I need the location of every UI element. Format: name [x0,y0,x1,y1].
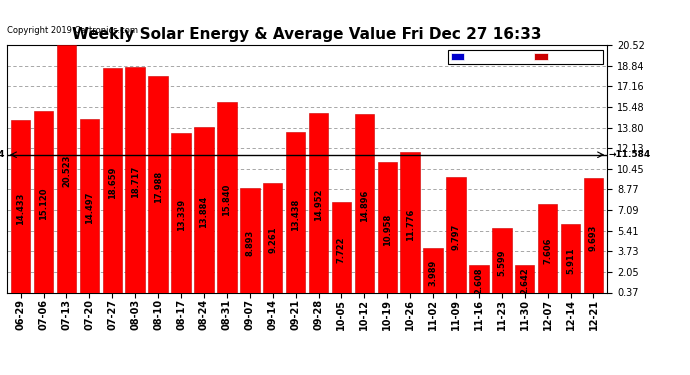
Text: 14.497: 14.497 [85,192,94,224]
Bar [171,133,190,297]
Text: 18.717: 18.717 [130,166,139,198]
Text: 7.606: 7.606 [543,237,552,264]
Text: 14.896: 14.896 [359,189,369,222]
Text: 9.261: 9.261 [268,227,277,254]
Text: 9.693: 9.693 [589,224,598,251]
Text: →11.584: →11.584 [609,150,651,159]
Bar [469,265,489,297]
Bar [34,111,53,297]
Text: Copyright 2019 Cartronics.com: Copyright 2019 Cartronics.com [7,26,138,35]
Text: 17.988: 17.988 [154,171,163,202]
Text: 10.958: 10.958 [383,214,392,246]
Bar [217,102,237,297]
Text: 7.722: 7.722 [337,236,346,263]
Text: 18.659: 18.659 [108,166,117,199]
Bar [11,120,30,297]
Bar [515,265,535,297]
Bar [355,114,374,297]
Text: 13.339: 13.339 [177,199,186,231]
Bar [263,183,282,297]
Bar [286,132,306,297]
Bar [194,126,214,297]
Text: *11.584: *11.584 [0,150,6,159]
Bar [148,76,168,297]
Bar [377,162,397,297]
Bar [308,113,328,297]
Text: 3.989: 3.989 [428,260,437,286]
Bar [400,152,420,297]
Text: 5.599: 5.599 [497,249,506,276]
Text: 15.120: 15.120 [39,188,48,220]
Text: 20.523: 20.523 [62,155,71,187]
Text: 2.608: 2.608 [475,268,484,294]
Bar [538,204,558,297]
Bar [584,178,603,297]
Bar [424,248,443,297]
Text: 11.776: 11.776 [406,209,415,241]
Text: 15.840: 15.840 [222,184,231,216]
Bar [332,202,351,297]
Bar [446,177,466,297]
Bar [103,68,122,297]
Bar [126,67,145,297]
Text: 5.911: 5.911 [566,248,575,274]
Title: Weekly Solar Energy & Average Value Fri Dec 27 16:33: Weekly Solar Energy & Average Value Fri … [72,27,542,42]
Text: 14.433: 14.433 [16,192,25,225]
Bar [57,45,76,297]
Text: 14.952: 14.952 [314,189,323,222]
Bar [492,228,511,297]
Text: 2.642: 2.642 [520,267,529,294]
Text: 8.893: 8.893 [245,229,255,255]
Text: 13.438: 13.438 [291,198,300,231]
Bar [79,119,99,297]
Bar [561,225,580,297]
Legend: Average  ($), Daily   ($): Average ($), Daily ($) [448,50,602,64]
Text: 13.884: 13.884 [199,196,208,228]
Bar [240,188,259,297]
Text: 9.797: 9.797 [451,224,460,250]
